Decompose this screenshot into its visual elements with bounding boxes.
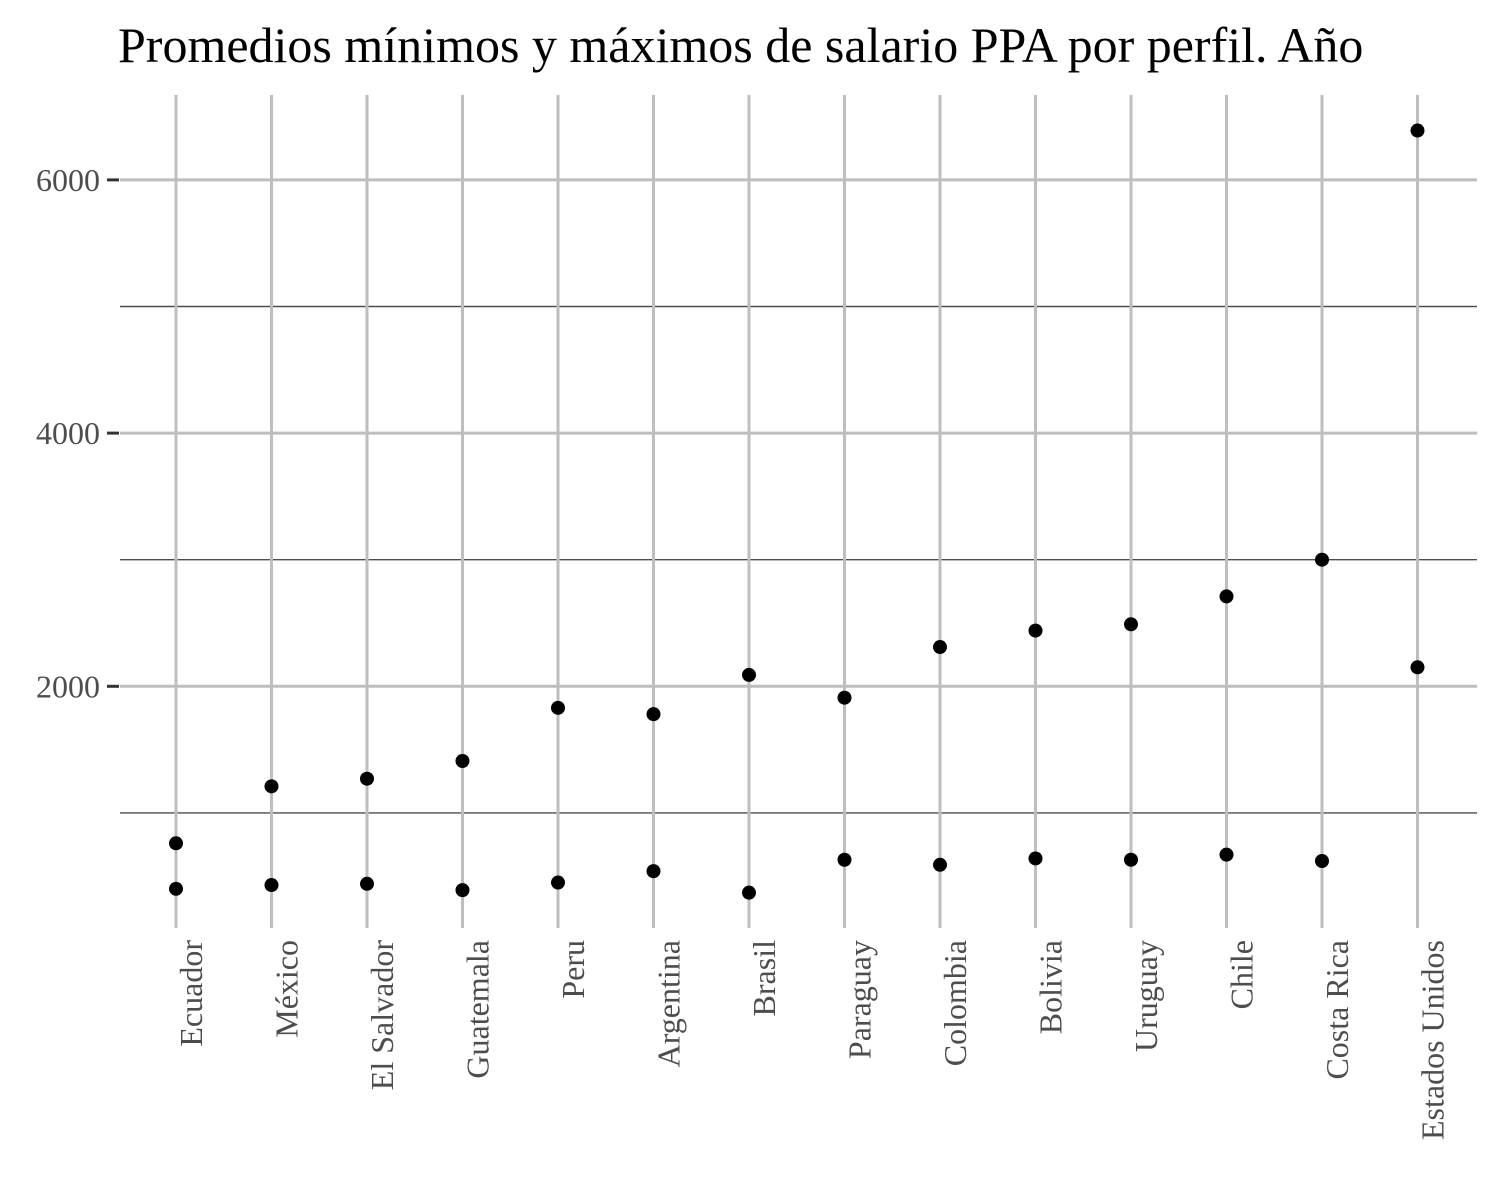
chart-title: Promedios mínimos y máximos de salario P… [118, 17, 1363, 73]
data-point [360, 876, 374, 891]
data-point [646, 707, 661, 722]
data-point [1219, 847, 1234, 862]
data-point [551, 700, 565, 715]
data-point [1315, 552, 1329, 567]
data-point [742, 885, 756, 900]
data-point [1410, 660, 1425, 675]
x-tick-label: Argentina [651, 940, 687, 1067]
data-point [360, 771, 374, 786]
data-point [837, 690, 852, 705]
x-tick-label: Estados Unidos [1415, 940, 1451, 1140]
data-point [837, 852, 852, 867]
x-tick-label: Paraguay [842, 940, 878, 1059]
data-point [169, 836, 183, 851]
y-tick-label: 4000 [36, 415, 100, 451]
data-point [1410, 123, 1425, 138]
y-tick-label: 2000 [36, 668, 100, 704]
x-tick-label: Bolivia [1033, 940, 1069, 1034]
y-axis-labels: 2000 4000 6000 [36, 162, 100, 704]
minor-gridlines [120, 305, 1477, 814]
x-tick-label: México [269, 940, 305, 1038]
x-tick-label: Uruguay [1128, 940, 1164, 1052]
x-axis-labels: Ecuador México El Salvador Guatemala Peru Arg… [173, 940, 1451, 1140]
data-point [264, 878, 279, 893]
y-axis-ticks [107, 178, 119, 688]
data-point [1315, 854, 1329, 869]
y-tick-label: 6000 [36, 162, 100, 198]
data-point [551, 875, 565, 890]
data-point [1219, 589, 1234, 604]
x-tick-label: Peru [555, 940, 591, 999]
major-gridlines [120, 95, 1477, 928]
x-tick-label: Brasil [746, 940, 782, 1017]
data-point [264, 779, 279, 794]
data-point [1028, 851, 1043, 866]
x-tick-label: Ecuador [173, 940, 209, 1047]
data-point [455, 883, 470, 898]
data-point [646, 864, 661, 879]
data-point [1124, 617, 1138, 632]
data-point [169, 881, 183, 896]
x-tick-label: El Salvador [364, 940, 400, 1091]
data-point [742, 667, 756, 682]
x-tick-label: Costa Rica [1319, 940, 1355, 1080]
data-point [1124, 852, 1138, 867]
data-point [1028, 623, 1043, 638]
x-tick-label: Guatemala [460, 940, 496, 1079]
x-tick-label: Chile [1224, 940, 1260, 1009]
data-points [169, 123, 1425, 900]
data-point [933, 857, 947, 872]
data-point [455, 753, 470, 768]
x-tick-label: Colombia [937, 940, 973, 1066]
data-point [933, 640, 947, 655]
